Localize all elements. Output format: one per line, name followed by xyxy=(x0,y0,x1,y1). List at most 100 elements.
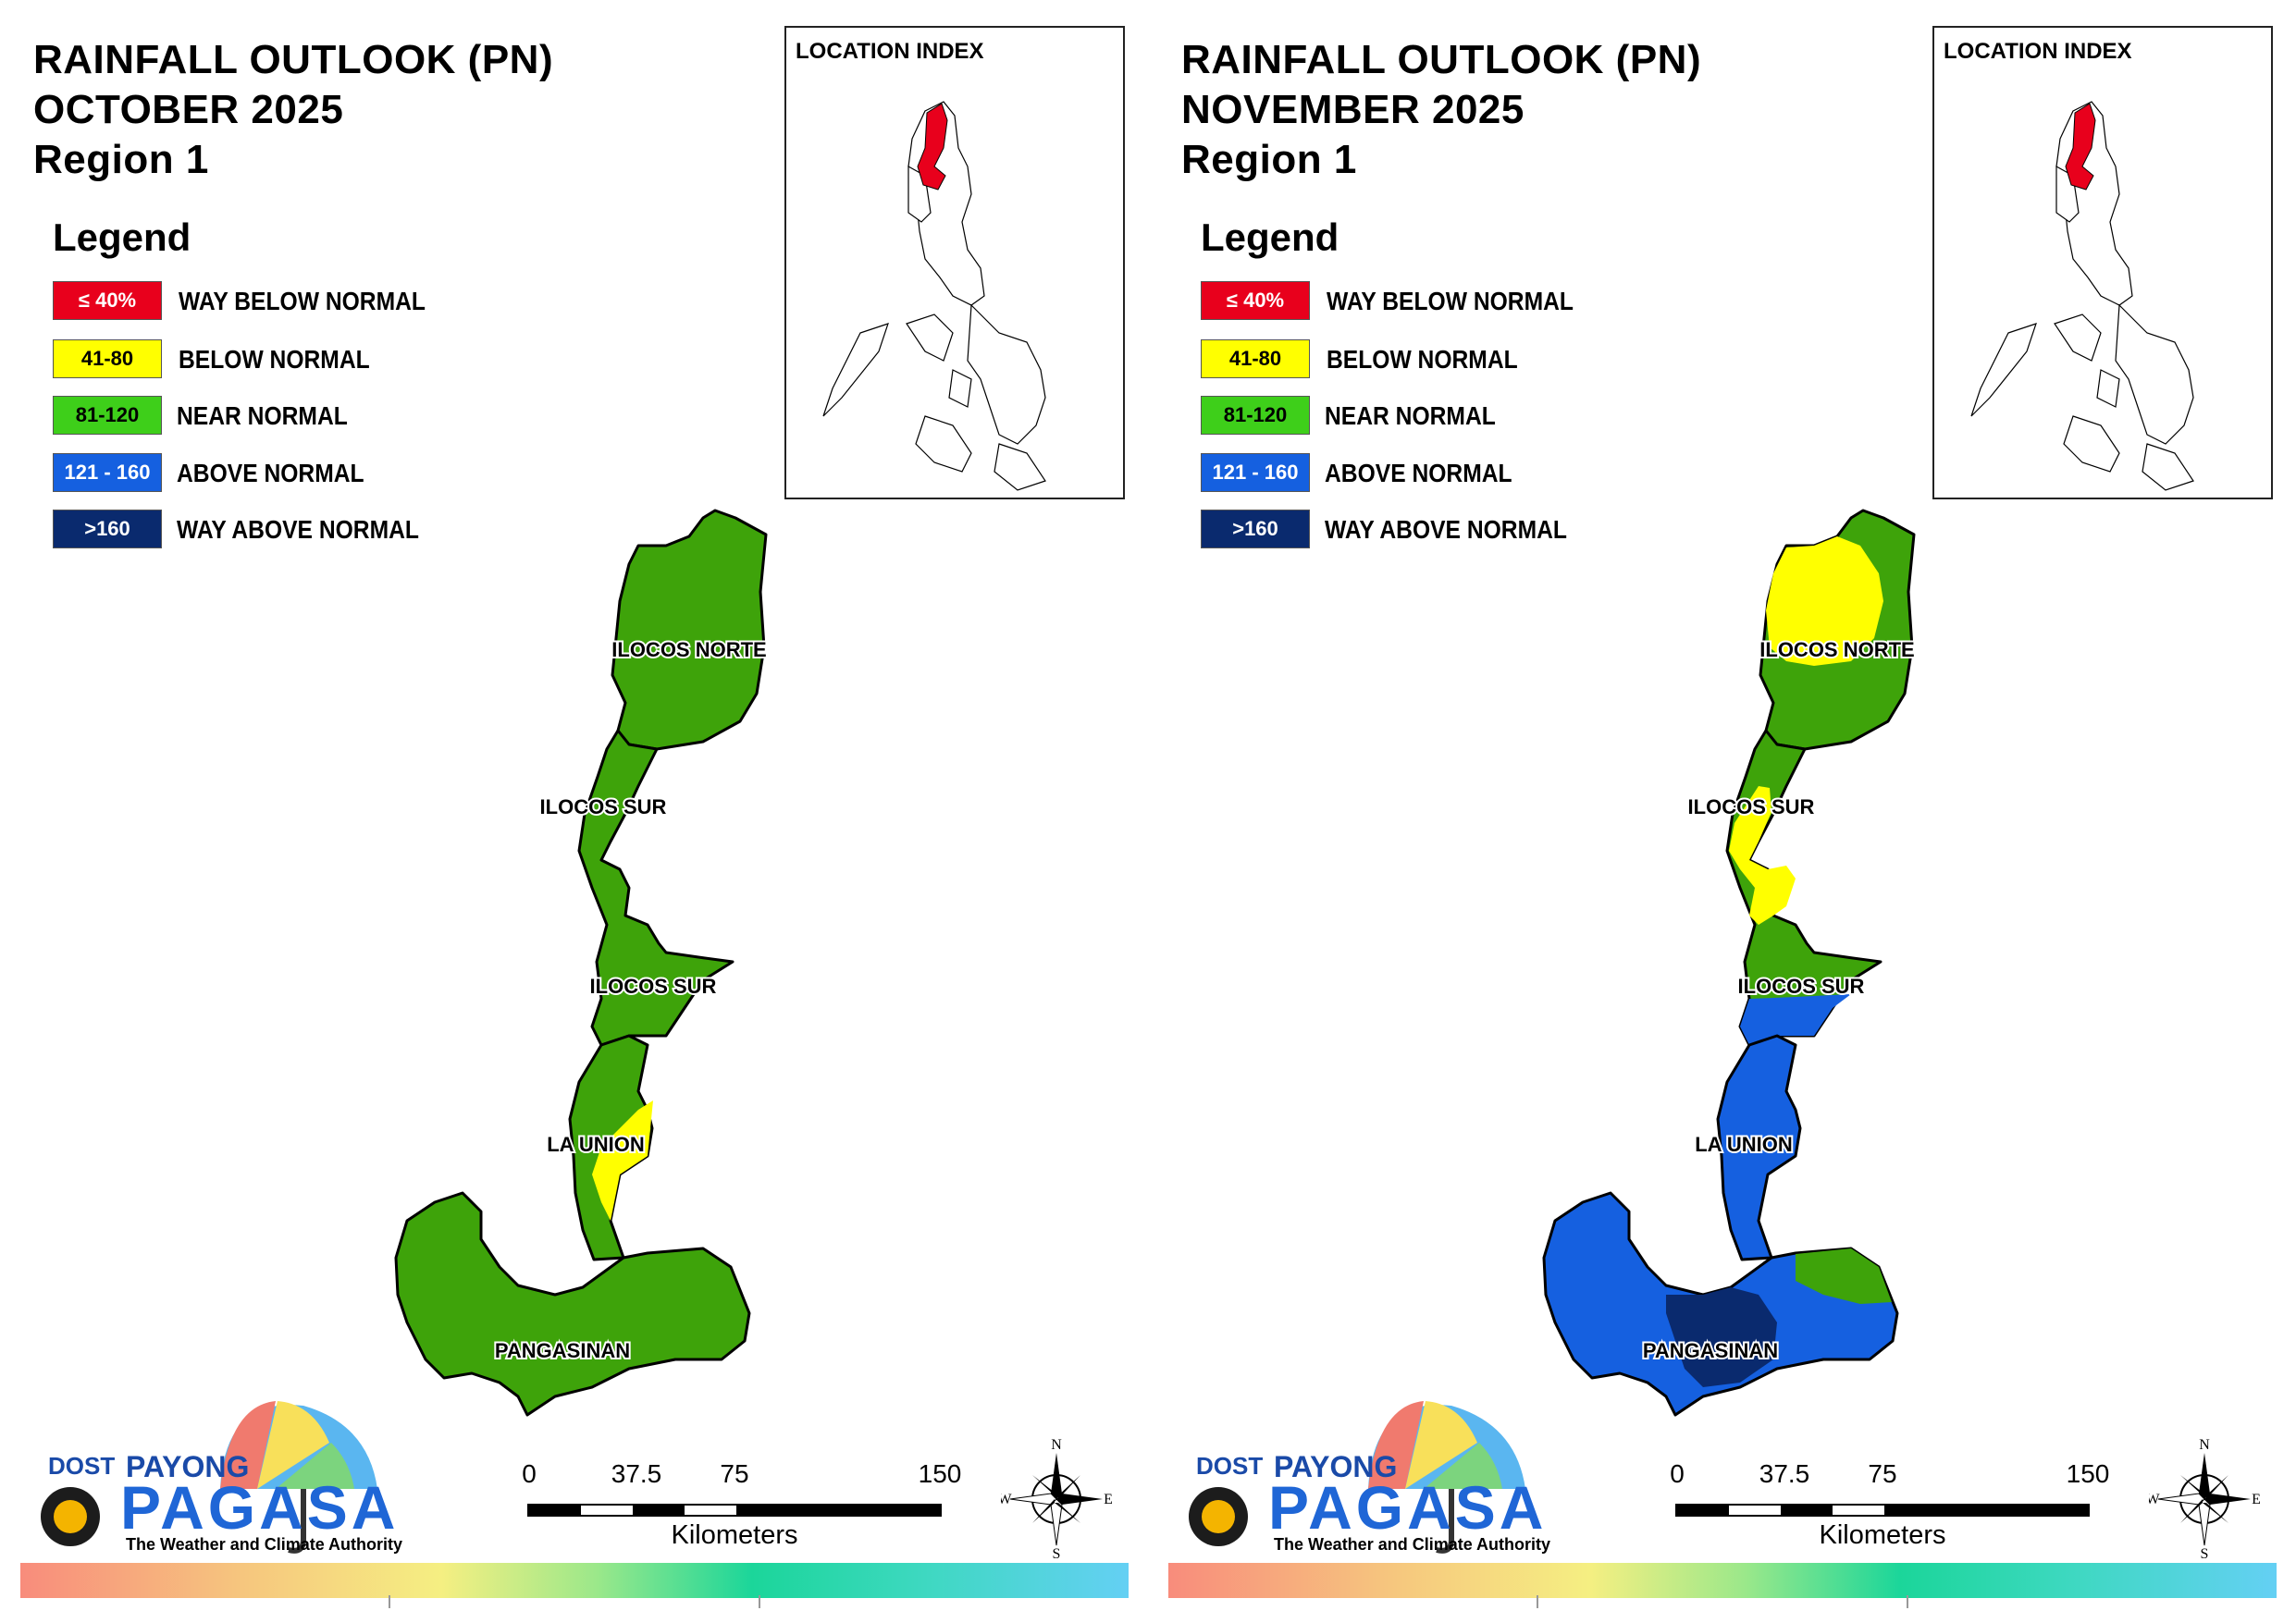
scale-bar: 0 37.5 75 150 Kilometers xyxy=(522,1459,961,1552)
footer-divider xyxy=(1537,1595,1538,1608)
label-la-union: LA UNION xyxy=(1695,1133,1793,1156)
location-index-inset: LOCATION INDEX xyxy=(1932,26,2273,499)
scale-unit: Kilometers xyxy=(1819,1520,1946,1550)
legend-swatch: 121 - 160 xyxy=(1201,453,1310,492)
ilocos-norte-below-patch xyxy=(1766,536,1883,666)
logo-payong: PAYONG xyxy=(126,1450,250,1483)
inset-title: LOCATION INDEX xyxy=(1944,39,2132,64)
pagasa-logo: DOST PAYONG PAGASA The Weather and Clima… xyxy=(1183,1387,1550,1563)
title-line2: NOVEMBER 2025 xyxy=(1181,87,1524,132)
compass-rose-icon: N S E W xyxy=(997,1437,1112,1562)
footer-divider xyxy=(1907,1595,1908,1608)
legend-label: BELOW NORMAL xyxy=(179,345,370,374)
scale-tick-150: 150 xyxy=(918,1459,962,1488)
compass-e: E xyxy=(1104,1492,1112,1507)
pagasa-logo: DOST PAYONG PAGASA The Weather and Clima… xyxy=(35,1387,402,1563)
compass-n: N xyxy=(1051,1438,1062,1453)
legend-label: ABOVE NORMAL xyxy=(1325,459,1512,487)
legend-swatch: 81-120 xyxy=(1201,396,1310,435)
compass-w: W xyxy=(1001,1492,1012,1507)
ilocos-sur-above-strip xyxy=(1740,994,1851,1045)
la-union-area xyxy=(1716,1034,1802,1261)
scale-tick-75: 75 xyxy=(720,1459,749,1488)
title-line1: RAINFALL OUTLOOK (PN) xyxy=(33,37,554,82)
legend-label: BELOW NORMAL xyxy=(1327,345,1518,374)
compass-s: S xyxy=(1053,1546,1061,1558)
scale-bar-graphic xyxy=(527,1504,942,1517)
title-line3: Region 1 xyxy=(33,137,209,182)
legend-label: ABOVE NORMAL xyxy=(177,459,364,487)
scale-tick-75: 75 xyxy=(1868,1459,1897,1488)
scale-unit: Kilometers xyxy=(671,1520,798,1550)
label-ilocos-norte: ILOCOS NORTE xyxy=(611,638,766,661)
scale-tick-0: 0 xyxy=(522,1459,537,1488)
logo-tagline: The Weather and Climate Authority xyxy=(126,1535,403,1554)
label-ilocos-sur-1: ILOCOS SUR xyxy=(1688,795,1815,818)
label-pangasinan: PANGASINAN xyxy=(1643,1339,1778,1362)
ilocos-norte-area xyxy=(611,509,768,751)
compass-s: S xyxy=(2201,1546,2209,1558)
umbrella-icon xyxy=(41,1401,377,1554)
logo-dost: DOST xyxy=(1196,1452,1264,1480)
label-ilocos-sur-2: ILOCOS SUR xyxy=(1738,975,1865,998)
map-title: RAINFALL OUTLOOK (PN) OCTOBER 2025 Regio… xyxy=(33,35,553,185)
region1-map: ILOCOS NORTE ILOCOS SUR ILOCOS SUR LA UN… xyxy=(1542,509,1917,1417)
footer-gradient-bar xyxy=(1168,1563,2277,1598)
scale-tick-37: 37.5 xyxy=(611,1459,662,1488)
scale-tick-37: 37.5 xyxy=(1759,1459,1810,1488)
legend-label: NEAR NORMAL xyxy=(177,401,348,430)
label-pangasinan: PANGASINAN xyxy=(495,1339,630,1362)
umbrella-icon xyxy=(1189,1401,1525,1554)
legend-swatch: ≤ 40% xyxy=(53,281,162,320)
north-arrow: N S E W xyxy=(2145,1437,2260,1562)
region1-map: ILOCOS NORTE ILOCOS SUR ILOCOS SUR LA UN… xyxy=(394,509,769,1417)
pangasinan-near-patch xyxy=(1796,1248,1892,1304)
location-index-inset: LOCATION INDEX xyxy=(784,26,1125,499)
legend-swatch: >160 xyxy=(1201,510,1310,548)
compass-w: W xyxy=(2149,1492,2160,1507)
legend-swatch: 41-80 xyxy=(53,339,162,378)
footer-gradient-bar xyxy=(20,1563,1129,1598)
logo-tagline: The Weather and Climate Authority xyxy=(1274,1535,1551,1554)
legend-swatch: 81-120 xyxy=(53,396,162,435)
north-arrow: N S E W xyxy=(997,1437,1112,1562)
legend-swatch: >160 xyxy=(53,510,162,548)
legend-title: Legend xyxy=(53,215,191,259)
footer-divider xyxy=(389,1595,390,1608)
legend-swatch: 121 - 160 xyxy=(53,453,162,492)
compass-rose-icon: N S E W xyxy=(2145,1437,2260,1562)
pangasinan-way-above-core xyxy=(1666,1287,1777,1387)
title-line3: Region 1 xyxy=(1181,137,1357,182)
label-ilocos-sur-2: ILOCOS SUR xyxy=(590,975,717,998)
logo-dost: DOST xyxy=(48,1452,116,1480)
map-title: RAINFALL OUTLOOK (PN) NOVEMBER 2025 Regi… xyxy=(1181,35,1701,185)
scale-bar: 0 37.5 75 150 Kilometers xyxy=(1670,1459,2109,1552)
philippines-outline xyxy=(1970,101,2194,491)
logo-pagasa: PAGASA xyxy=(1268,1473,1548,1542)
footer-divider xyxy=(759,1595,760,1608)
logo-pagasa: PAGASA xyxy=(120,1473,400,1542)
panel-november: RAINFALL OUTLOOK (PN) NOVEMBER 2025 Regi… xyxy=(1148,0,2296,1623)
title-line2: OCTOBER 2025 xyxy=(33,87,344,132)
legend-label: NEAR NORMAL xyxy=(1325,401,1496,430)
label-la-union: LA UNION xyxy=(547,1133,645,1156)
scale-bar-graphic xyxy=(1675,1504,2090,1517)
panel-october: RAINFALL OUTLOOK (PN) OCTOBER 2025 Regio… xyxy=(20,26,1129,1608)
legend-label: WAY BELOW NORMAL xyxy=(179,287,426,315)
title-line1: RAINFALL OUTLOOK (PN) xyxy=(1181,37,1702,82)
pangasinan-area xyxy=(394,1191,751,1417)
logo-payong: PAYONG xyxy=(1274,1450,1398,1483)
ilocos-sur-area xyxy=(577,729,734,1047)
scale-tick-0: 0 xyxy=(1670,1459,1685,1488)
legend-label: WAY BELOW NORMAL xyxy=(1327,287,1574,315)
philippines-outline xyxy=(822,101,1046,491)
inset-title: LOCATION INDEX xyxy=(796,39,984,64)
legend-swatch: ≤ 40% xyxy=(1201,281,1310,320)
la-union-below-patch xyxy=(592,1100,653,1221)
compass-e: E xyxy=(2252,1492,2260,1507)
ilocos-sur-below-patch xyxy=(1729,786,1796,925)
legend-label: WAY ABOVE NORMAL xyxy=(177,515,419,544)
compass-n: N xyxy=(2199,1438,2210,1453)
legend-title: Legend xyxy=(1201,215,1339,259)
scale-tick-150: 150 xyxy=(2066,1459,2110,1488)
